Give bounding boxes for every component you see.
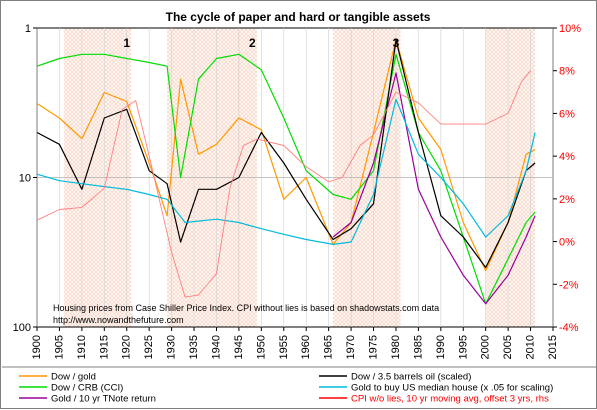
series-lines [36,39,536,305]
x-tick-label: 1985 [412,335,424,359]
x-tick-label: 1915 [98,335,110,359]
x-tick-label: 2005 [502,335,514,359]
series-line-3 [36,39,536,269]
axes: 1900 1905 1910 1915 1920 1925 1930 1935 1940 1945… [13,23,582,359]
x-tick-label: 1920 [121,335,133,359]
y-left-tick-label: 100 [13,322,31,334]
x-tick-label: 1955 [278,335,290,359]
x-tick-label: 1940 [210,335,222,359]
era-label: 1 [123,36,130,50]
x-tick-label: 1905 [53,335,65,359]
x-tick-label: 1995 [457,335,469,359]
x-tick-label: 2010 [525,335,537,359]
series-line-5 [36,70,531,298]
y-right-tick-label: 10% [559,23,581,35]
x-tick-label: 2015 [547,335,559,359]
series-line-0 [36,39,536,272]
x-tick-label: 1945 [233,335,245,359]
source-note: Housing prices from Case Shiller Price I… [53,303,439,313]
x-tick-label: 1935 [188,335,200,359]
y-right-tick-label: 8% [559,66,575,78]
series-line-2 [332,72,536,305]
y-right-tick-label: -2% [559,279,579,291]
y-right-tick-label: 4% [559,151,575,163]
y-left-tick-label: 1 [25,23,31,35]
legend-label: Gold / 10 yr TNote return [51,394,156,405]
y-left-tick-label: 10 [19,173,31,185]
x-tick-label: 1950 [255,335,267,359]
x-tick-label: 1990 [435,335,447,359]
legend-label: Dow / CRB (CCI) [51,383,123,394]
era-label: 2 [249,36,256,50]
x-tick-label: 1980 [390,335,402,359]
x-tick-label: 1900 [31,335,43,359]
y-right-tick-label: -4% [559,322,579,334]
x-tick-label: 1965 [323,335,335,359]
x-tick-label: 1925 [143,335,155,359]
era-labels: 1 2 3 [123,36,399,50]
legend-label: Dow / gold [51,372,96,383]
legend-label: Dow / 3.5 barrels oil (scaled) [351,372,471,383]
series-line-4 [36,98,536,245]
y-right-tick-label: 0% [559,237,575,249]
x-tick-label: 1910 [76,335,88,359]
era-label: 3 [393,36,400,50]
chart-title: The cycle of paper and hard or tangible … [166,10,431,24]
y-right-tick-label: 6% [559,108,575,120]
x-tick-label: 1960 [300,335,312,359]
x-tick-label: 2000 [480,335,492,359]
legend-label: CPI w/o lies, 10 yr moving avg, offset 3… [351,394,549,405]
y-right-tick-label: 2% [559,194,575,206]
source-url: http://www.nowandthefuture.com [53,315,184,325]
legend-label: Gold to buy US median house (x .05 for s… [351,383,553,394]
x-tick-label: 1930 [166,335,178,359]
x-tick-label: 1975 [368,335,380,359]
x-tick-label: 1970 [345,335,357,359]
legend: Dow / gold Dow / 3.5 barrels oil (scaled)… [2,366,596,405]
